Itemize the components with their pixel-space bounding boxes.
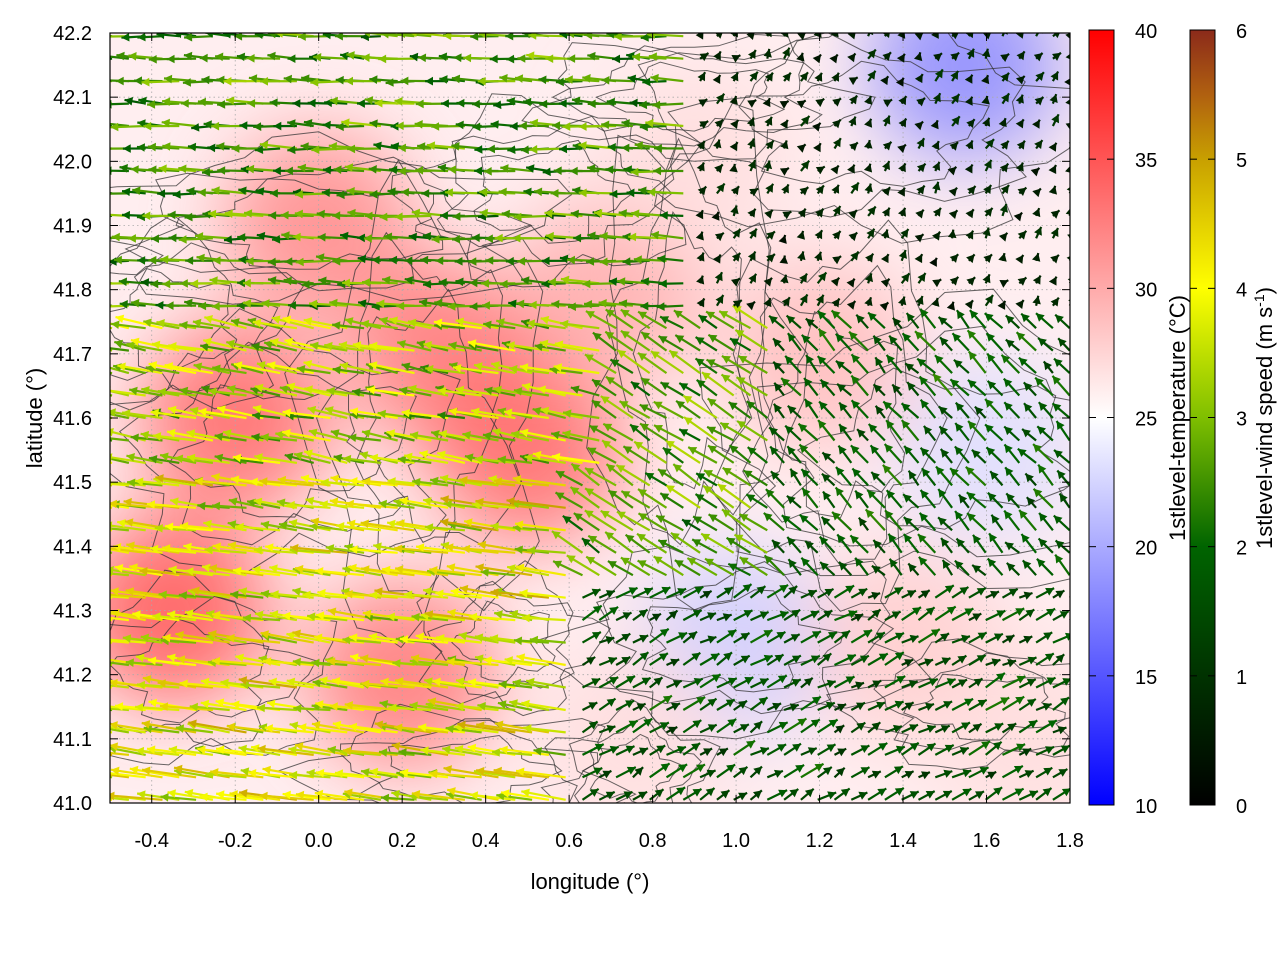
x-axis-label: longitude (°) xyxy=(531,869,650,894)
x-tick-label: 0.8 xyxy=(639,830,667,852)
wind-colorbar-tick-label: 3 xyxy=(1236,409,1247,431)
y-tick-label: 41.8 xyxy=(53,280,92,302)
y-tick-label: 42.0 xyxy=(53,151,92,173)
wind-vector xyxy=(61,496,112,508)
x-tick-label: 1.2 xyxy=(806,830,834,852)
y-tick-label: 41.2 xyxy=(53,665,92,687)
wind-colorbar-tick-label: 4 xyxy=(1236,279,1247,301)
wind-vector xyxy=(74,256,112,265)
x-tick-label: 1.4 xyxy=(889,830,917,852)
temperature-colorbar-tick-label: 30 xyxy=(1135,279,1157,301)
x-tick-label: 0.4 xyxy=(472,830,500,852)
wind-vector xyxy=(68,634,112,643)
wind-vector xyxy=(63,520,112,530)
y-tick-label: 41.6 xyxy=(53,408,92,430)
wind-vector xyxy=(1070,770,1084,778)
x-tick-label: 1.6 xyxy=(973,830,1001,852)
wind-vector xyxy=(89,187,112,196)
y-tick-label: 41.9 xyxy=(53,216,92,238)
y-tick-label: 41.3 xyxy=(53,601,92,623)
x-tick-label: 0.2 xyxy=(388,830,416,852)
y-tick-label: 41.1 xyxy=(53,729,92,751)
temperature-colorbar-tick-label: 40 xyxy=(1135,21,1157,43)
x-tick-label: 1.0 xyxy=(722,830,750,852)
x-tick-label: 0.0 xyxy=(305,830,333,852)
wind-colorbar: 0 1 2 3 4 5 6 1stlevel-wind speed (m s-1) xyxy=(1190,21,1277,818)
wind-colorbar-tick-label: 2 xyxy=(1236,538,1247,560)
wind-vector xyxy=(82,433,112,442)
wind-vector xyxy=(74,768,112,778)
wind-colorbar-tick-label: 5 xyxy=(1236,150,1247,172)
x-tick-label: 1.8 xyxy=(1056,830,1084,852)
temperature-colorbar-tick-label: 10 xyxy=(1135,796,1157,818)
wind-vector xyxy=(64,589,113,598)
wind-colorbar-label-suffix: ) xyxy=(1252,287,1277,294)
temperature-region-10 xyxy=(892,355,1082,545)
wind-colorbar-label-main: 1stlevel-wind speed (m s xyxy=(1252,307,1277,549)
wind-vector xyxy=(1070,587,1084,597)
x-tick-label: -0.2 xyxy=(218,830,252,852)
wind-colorbar-tick-label: 1 xyxy=(1236,667,1247,689)
wind-vector xyxy=(59,566,112,575)
y-tick-label: 42.1 xyxy=(53,87,92,109)
wind-vector xyxy=(88,55,112,64)
wind-vector xyxy=(1070,701,1084,710)
wind-colorbar-label-superscript: -1 xyxy=(1251,294,1267,307)
wind-vector xyxy=(71,319,112,329)
wind-colorbar-label: 1stlevel-wind speed (m s-1) xyxy=(1251,287,1277,549)
wind-vector xyxy=(1070,788,1084,799)
x-tick-label: -0.4 xyxy=(135,830,169,852)
wind-vector xyxy=(1070,610,1086,621)
wind-vector xyxy=(82,302,112,311)
wind-vector xyxy=(79,704,112,713)
temperature-colorbar-tick-label: 25 xyxy=(1135,409,1157,431)
y-axis-label: latitude (°) xyxy=(22,368,47,469)
wind-colorbar-tick-label: 6 xyxy=(1236,21,1247,43)
wind-vector xyxy=(67,451,112,463)
wind-vector xyxy=(1070,745,1088,755)
wind-vector xyxy=(76,76,113,85)
wind-vector xyxy=(1070,633,1090,642)
wind-vector xyxy=(86,123,113,132)
y-tick-label: 41.0 xyxy=(53,793,92,815)
y-tick-label: 41.4 xyxy=(53,536,92,558)
y-tick-label: 41.7 xyxy=(53,344,92,366)
wind-vector xyxy=(78,388,112,397)
wind-vector xyxy=(79,366,113,375)
plot-area xyxy=(38,0,1208,835)
wind-vector xyxy=(73,655,113,665)
temperature-colorbar-tick-label: 35 xyxy=(1135,150,1157,172)
temperature-colorbar: 10 15 20 25 30 35 40 1stlevel-temperature (°C) xyxy=(1089,21,1190,818)
wind-vector xyxy=(1070,722,1088,732)
wind-vector xyxy=(1070,678,1083,687)
temperature-colorbar-label: 1stlevel-temperature (°C) xyxy=(1165,295,1190,541)
wind-colorbar-tick-label: 0 xyxy=(1236,796,1247,818)
y-tick-label: 42.2 xyxy=(53,23,92,45)
wind-vector xyxy=(1070,654,1091,666)
temperature-colorbar-tick-label: 20 xyxy=(1135,538,1157,560)
x-tick-label: 0.6 xyxy=(555,830,583,852)
y-tick-label: 41.5 xyxy=(53,472,92,494)
temperature-colorbar-tick-label: 15 xyxy=(1135,667,1157,689)
